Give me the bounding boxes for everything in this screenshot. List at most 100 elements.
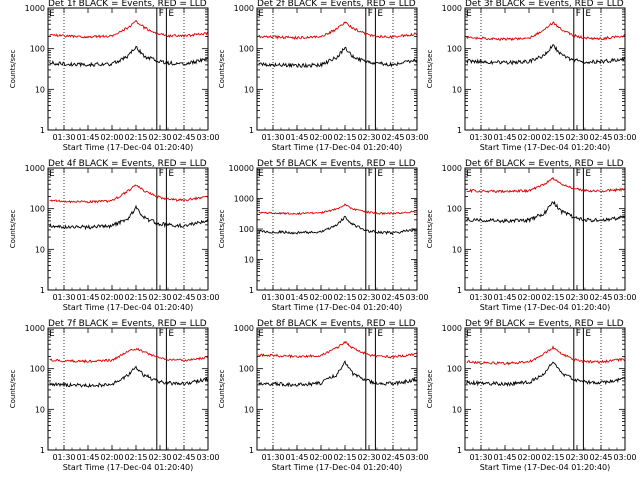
lld-series-line: [49, 347, 209, 364]
marker-label: E: [168, 169, 174, 179]
y-tick-label: 10: [244, 85, 254, 94]
x-tick-label: 02:15: [541, 133, 564, 142]
x-axis-label: Start Time (17-Dec-04 01:20:40): [63, 303, 194, 312]
corner-label: E: [258, 329, 264, 339]
y-tick-label: 100: [30, 205, 45, 214]
chart-title: Det 6f BLACK = Events, RED = LLD: [465, 159, 624, 169]
plot-frame: [47, 7, 209, 131]
x-axis-label: Start Time (17-Dec-04 01:20:40): [272, 143, 403, 152]
y-axis-label: Counts/sec: [426, 370, 434, 409]
x-tick-label: 02:30: [565, 293, 588, 302]
y-tick-label: 1: [40, 286, 45, 295]
x-tick-label: 02:15: [541, 293, 564, 302]
plot-frame: [464, 167, 626, 291]
marker-label: E: [585, 169, 591, 179]
y-tick-label: 1: [457, 446, 462, 455]
x-tick-label: 01:45: [285, 293, 308, 302]
x-axis-label: Start Time (17-Dec-04 01:20:40): [63, 463, 194, 472]
x-tick-label: 02:45: [589, 133, 612, 142]
lld-series-line: [466, 344, 626, 366]
events-series-line: [466, 43, 626, 66]
marker-label: F: [159, 9, 164, 19]
x-tick-label: 02:00: [100, 453, 123, 462]
x-tick-label: 02:45: [589, 453, 612, 462]
lld-series-line: [466, 176, 626, 194]
chart-panel: Det 3f BLACK = Events, RED = LLD 1 10 100 10…: [426, 0, 637, 152]
marker-label: E: [377, 329, 383, 339]
corner-label: E: [466, 169, 472, 179]
corner-label: E: [466, 9, 472, 19]
chart-panel: Det 2f BLACK = Events, RED = LLD 1 10 100 10…: [218, 0, 429, 152]
y-tick-label: 100: [30, 45, 45, 54]
y-tick-label: 10: [35, 245, 45, 254]
events-series-line: [466, 200, 626, 224]
chart-panel: Det 8f BLACK = Events, RED = LLD 1 10 100 10…: [218, 319, 429, 472]
events-series-line: [258, 215, 418, 236]
chart-title: Det 7f BLACK = Events, RED = LLD: [48, 319, 207, 329]
corner-label: E: [258, 169, 264, 179]
corner-label: E: [49, 329, 55, 339]
y-tick-label: 100: [447, 365, 462, 374]
plot-frame: [47, 327, 209, 451]
x-tick-label: 02:30: [148, 133, 171, 142]
y-axis-label: Counts/sec: [218, 50, 226, 89]
plot-frame: [256, 167, 418, 291]
chart-title: Det 3f BLACK = Events, RED = LLD: [465, 0, 624, 9]
y-tick-label: 100: [447, 45, 462, 54]
lld-series-line: [49, 184, 209, 204]
chart-panel: Det 1f BLACK = Events, RED = LLD 1 10 100 10…: [9, 0, 220, 152]
x-tick-label: 02:00: [517, 453, 540, 462]
y-tick-label: 1000: [234, 4, 254, 13]
x-tick-label: 01:30: [261, 453, 284, 462]
x-tick-label: 03:00: [613, 133, 636, 142]
x-tick-label: 02:15: [124, 133, 147, 142]
y-tick-label: 1000: [442, 4, 462, 13]
x-tick-label: 02:00: [100, 293, 123, 302]
x-axis-label: Start Time (17-Dec-04 01:20:40): [480, 303, 611, 312]
x-tick-label: 01:30: [469, 133, 492, 142]
y-tick-label: 10: [244, 405, 254, 414]
x-tick-label: 03:00: [613, 453, 636, 462]
chart-panel: Det 9f BLACK = Events, RED = LLD 1 10 100 10…: [426, 319, 637, 472]
y-tick-label: 1: [457, 126, 462, 135]
x-axis-label: Start Time (17-Dec-04 01:20:40): [480, 143, 611, 152]
y-tick-label: 100: [239, 365, 254, 374]
y-tick-label: 1: [249, 286, 254, 295]
chart-title: Det 5f BLACK = Events, RED = LLD: [257, 159, 416, 169]
x-tick-label: 02:15: [124, 453, 147, 462]
x-tick-label: 01:45: [493, 453, 516, 462]
x-tick-label: 02:30: [357, 133, 380, 142]
y-tick-label: 10: [452, 405, 462, 414]
x-tick-label: 02:30: [357, 293, 380, 302]
x-tick-label: 02:15: [333, 133, 356, 142]
x-tick-label: 01:30: [52, 133, 75, 142]
x-tick-label: 03:00: [613, 293, 636, 302]
x-tick-label: 01:30: [469, 453, 492, 462]
lld-series-line: [258, 340, 418, 359]
x-tick-label: 02:00: [100, 133, 123, 142]
x-tick-label: 02:45: [172, 293, 195, 302]
marker-label: F: [368, 169, 373, 179]
events-series-line: [49, 365, 209, 388]
x-axis-label: Start Time (17-Dec-04 01:20:40): [480, 463, 611, 472]
x-tick-label: 02:30: [148, 453, 171, 462]
plot-frame: [256, 7, 418, 131]
x-tick-label: 02:15: [541, 453, 564, 462]
y-tick-label: 10000: [229, 164, 254, 173]
x-tick-label: 02:30: [565, 453, 588, 462]
y-tick-label: 1000: [442, 324, 462, 333]
lld-series-line: [258, 21, 418, 40]
x-tick-label: 01:30: [261, 133, 284, 142]
x-tick-label: 02:00: [309, 453, 332, 462]
x-tick-label: 03:00: [196, 293, 219, 302]
y-tick-label: 1: [40, 126, 45, 135]
x-axis-label: Start Time (17-Dec-04 01:20:40): [272, 303, 403, 312]
chart-title: Det 8f BLACK = Events, RED = LLD: [257, 319, 416, 329]
plot-frame: [47, 167, 209, 291]
marker-label: F: [368, 9, 373, 19]
marker-label: E: [168, 329, 174, 339]
marker-label: F: [576, 329, 581, 339]
y-tick-label: 1: [249, 126, 254, 135]
marker-label: F: [576, 169, 581, 179]
